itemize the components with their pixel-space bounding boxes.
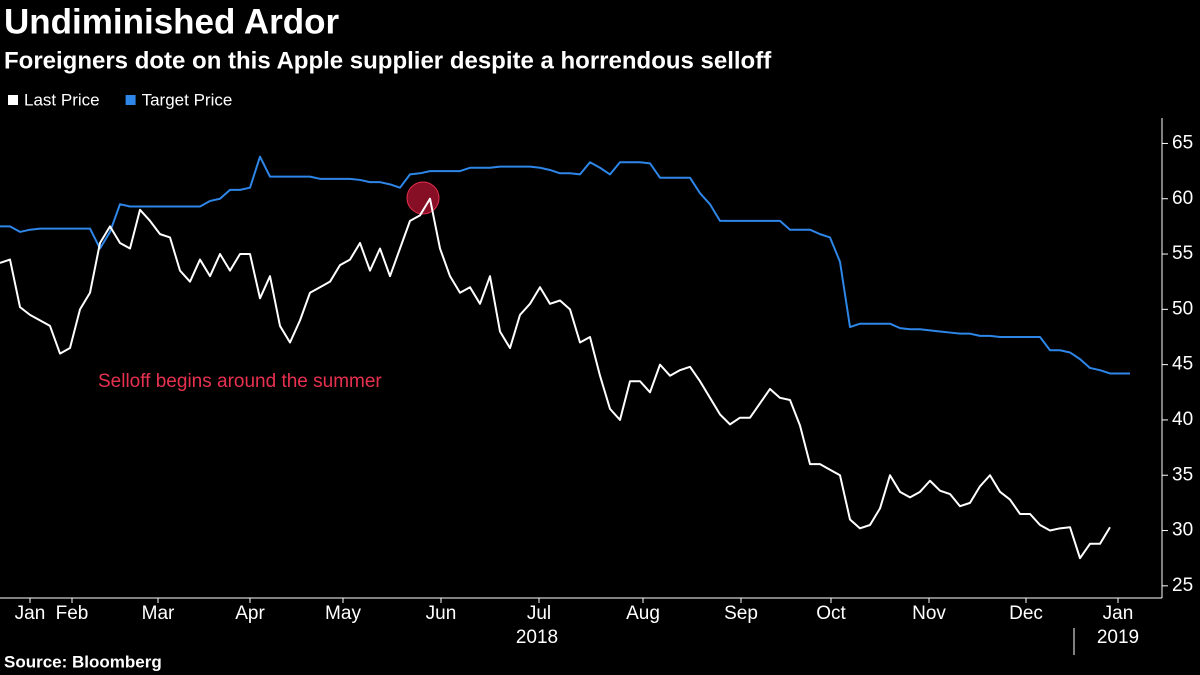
annotation: Selloff begins around the summer: [98, 371, 382, 392]
x-tick-label: Oct: [816, 603, 846, 624]
x-tick-label: Nov: [912, 603, 946, 624]
x-tick-label: Feb: [56, 603, 89, 624]
chart-title: Undiminished Ardor: [4, 2, 339, 41]
x-tick-label: May: [325, 603, 361, 624]
x-tick-label: Sep: [724, 603, 758, 624]
x-tick-label: Apr: [235, 603, 265, 624]
x-tick-label: Jul: [527, 603, 551, 624]
legend-swatch: [8, 95, 18, 105]
line-series: [0, 197, 1111, 560]
legend-label: Last Price: [24, 90, 100, 109]
y-tick-label: 30: [1172, 520, 1193, 541]
y-tick-label: 40: [1172, 409, 1193, 430]
year-label: 2018: [516, 627, 558, 648]
legend-label: Target Price: [142, 90, 233, 109]
y-tick-label: 60: [1172, 188, 1193, 209]
x-tick-label: Aug: [626, 603, 660, 624]
y-tick-label: 65: [1172, 132, 1193, 153]
chart-subtitle: Foreigners dote on this Apple supplier d…: [4, 47, 772, 74]
y-tick-label: 25: [1172, 575, 1193, 596]
legend-swatch: [125, 95, 136, 105]
x-tick-label: Dec: [1009, 603, 1043, 624]
line-series: [0, 155, 1130, 375]
x-tick-label: Jan: [15, 603, 46, 624]
x-tick-label: Jun: [426, 603, 457, 624]
y-tick-label: 50: [1172, 298, 1193, 319]
x-tick-label: Mar: [142, 603, 175, 624]
y-tick-label: 55: [1172, 243, 1193, 264]
y-tick-label: 35: [1172, 464, 1193, 485]
source: Source: Bloomberg: [4, 652, 162, 671]
year-label: 2019: [1097, 627, 1139, 648]
x-tick-label: Jan: [1103, 603, 1134, 624]
y-tick-label: 45: [1172, 354, 1193, 375]
